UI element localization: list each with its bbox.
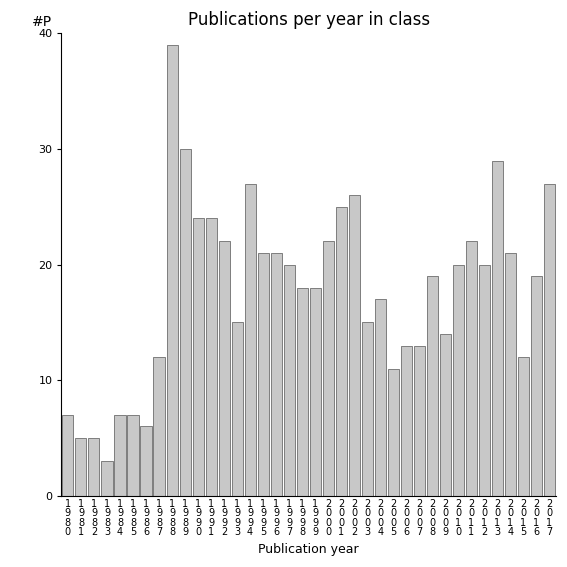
X-axis label: Publication year: Publication year: [259, 543, 359, 556]
Bar: [101, 461, 112, 496]
Bar: [75, 438, 87, 496]
Bar: [231, 323, 243, 496]
Bar: [218, 242, 230, 496]
Bar: [466, 242, 477, 496]
Bar: [427, 276, 438, 496]
Bar: [141, 426, 151, 496]
Bar: [388, 369, 399, 496]
Bar: [115, 415, 125, 496]
Bar: [167, 45, 177, 496]
Bar: [154, 357, 164, 496]
Title: Publications per year in class: Publications per year in class: [188, 11, 430, 29]
Bar: [544, 184, 555, 496]
Bar: [492, 160, 503, 496]
Bar: [193, 218, 204, 496]
Bar: [440, 334, 451, 496]
Bar: [88, 438, 99, 496]
Bar: [244, 184, 256, 496]
Y-axis label: #P: #P: [32, 15, 52, 29]
Bar: [336, 207, 346, 496]
Bar: [270, 253, 282, 496]
Bar: [375, 299, 386, 496]
Bar: [180, 149, 191, 496]
Bar: [297, 287, 308, 496]
Bar: [505, 253, 516, 496]
Bar: [310, 287, 321, 496]
Bar: [479, 265, 490, 496]
Bar: [62, 415, 74, 496]
Bar: [518, 357, 529, 496]
Bar: [414, 345, 425, 496]
Bar: [453, 265, 464, 496]
Bar: [349, 195, 359, 496]
Bar: [257, 253, 269, 496]
Bar: [401, 345, 412, 496]
Bar: [284, 265, 295, 496]
Bar: [362, 323, 373, 496]
Bar: [128, 415, 138, 496]
Bar: [323, 242, 334, 496]
Bar: [206, 218, 217, 496]
Bar: [531, 276, 542, 496]
